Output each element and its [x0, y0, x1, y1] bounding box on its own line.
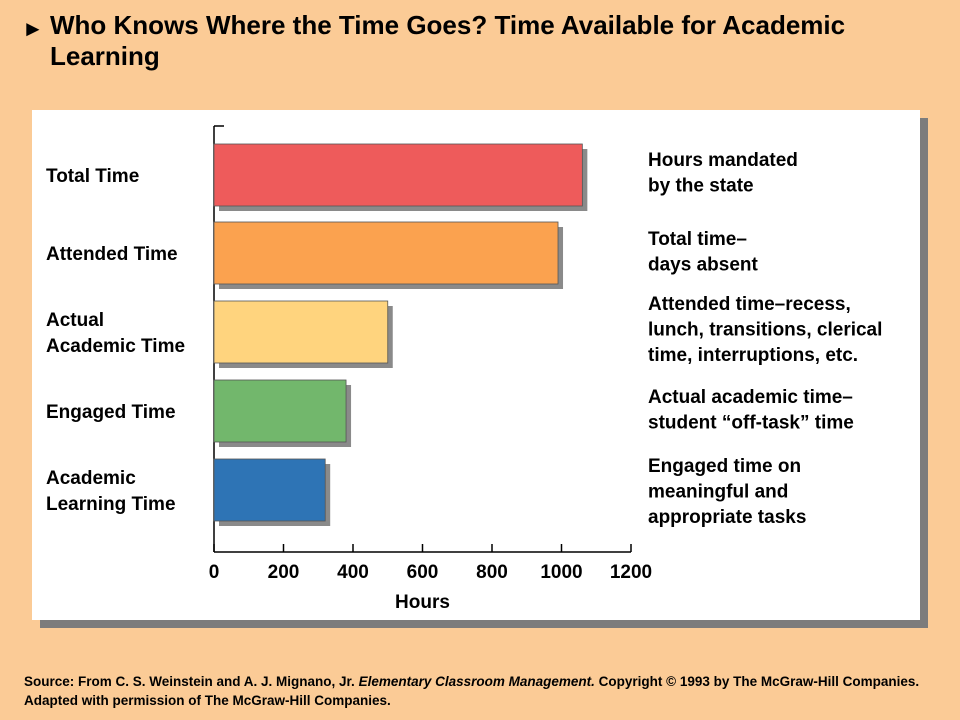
bar-annotation: student “off-task” time [648, 413, 854, 434]
category-label: Total Time [46, 166, 139, 187]
bar-annotation: time, interruptions, etc. [648, 345, 858, 366]
category-label: Attended Time [46, 244, 178, 265]
x-tick-label: 0 [209, 562, 220, 583]
category-label: Actual [46, 310, 104, 331]
x-axis-title: Hours [395, 592, 450, 613]
bar-annotation: appropriate tasks [648, 507, 806, 528]
source-citation: Source: From C. S. Weinstein and A. J. M… [24, 672, 939, 710]
source-book-title: Elementary Classroom Management. [358, 674, 595, 689]
x-tick-label: 800 [476, 562, 508, 583]
bar [213, 379, 347, 443]
x-tick-label: 200 [268, 562, 300, 583]
category-label: Academic Time [46, 336, 185, 357]
bar-annotation: days absent [648, 255, 758, 276]
bar-annotation: Actual academic time– [648, 387, 853, 408]
bar [213, 221, 559, 285]
bar [213, 143, 583, 207]
source-suffix: Copyright © 1993 by The McGraw-Hill Comp… [24, 674, 920, 708]
category-label: Engaged Time [46, 402, 176, 423]
bar [213, 300, 389, 364]
bar-annotation: lunch, transitions, clerical [648, 320, 882, 341]
category-label: Academic [46, 468, 136, 489]
bullet-arrow-icon: ► [22, 16, 44, 41]
category-label: Learning Time [46, 494, 176, 515]
bar-annotation: by the state [648, 176, 754, 197]
bar [213, 458, 326, 522]
page-title: Who Knows Where the Time Goes? Time Avai… [50, 10, 846, 71]
x-tick-label: 400 [337, 562, 369, 583]
source-prefix: Source: From C. S. Weinstein and A. J. M… [24, 674, 359, 689]
x-tick-label: 600 [407, 562, 439, 583]
bar-annotation: Attended time–recess, [648, 294, 851, 315]
x-tick-label: 1000 [540, 562, 582, 583]
x-tick-label: 1200 [610, 562, 652, 583]
bar-annotation: meaningful and [648, 482, 788, 503]
bar-annotation: Hours mandated [648, 150, 798, 171]
bar-annotation: Engaged time on [648, 456, 801, 477]
bar-annotation: Total time– [648, 229, 747, 250]
